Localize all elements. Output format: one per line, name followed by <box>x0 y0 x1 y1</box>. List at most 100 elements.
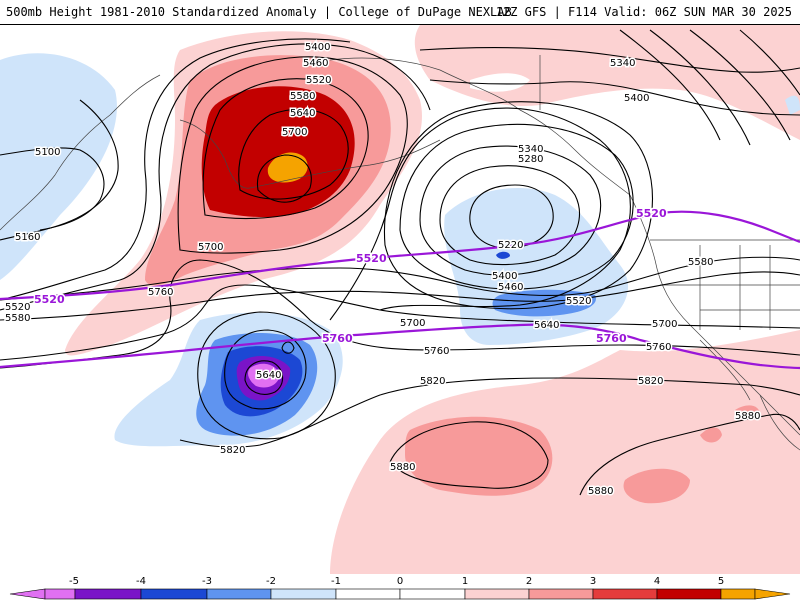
legend-colorbar <box>9 588 791 600</box>
contour-label: 5760 <box>148 287 173 298</box>
negative-anomaly-central-spot <box>496 251 510 259</box>
contour-label: 5640 <box>534 320 559 331</box>
contour-5580-zonal <box>0 271 800 321</box>
contour-5880-southeast <box>579 413 800 496</box>
alaska-coast <box>329 57 631 196</box>
mexico-coast <box>759 394 800 451</box>
positive-anomaly-arctic-hole <box>470 73 530 92</box>
legend-tick: 5 <box>718 576 724 587</box>
contour-label: 5820 <box>220 445 245 456</box>
contour-ridge-outer-2 <box>0 38 351 301</box>
positive-anomaly-core <box>267 152 308 183</box>
contour-label: 5880 <box>588 486 613 497</box>
contour-label: 5580 <box>688 257 713 268</box>
contour-5160 <box>0 99 119 241</box>
legend-swatch-pos4 <box>656 588 722 600</box>
legend-arrow-left <box>9 588 46 600</box>
contour-label: 5640 <box>256 370 281 381</box>
positive-anomaly-se-small2 <box>735 405 760 420</box>
contour-5700-low <box>224 329 307 410</box>
contour-label: 5220 <box>498 240 523 251</box>
legend-tick: -4 <box>136 576 146 587</box>
legend-ticks: -5 -4 -3 -2 -1 0 1 2 3 4 5 <box>69 576 724 587</box>
geography-lines <box>0 55 800 451</box>
purple-label: 5520 <box>34 293 65 306</box>
contour-east-rings <box>619 29 800 146</box>
contour-ridge-2 <box>202 78 369 220</box>
contour-ridge-1 <box>177 56 408 254</box>
contour-label: 5400 <box>624 93 649 104</box>
positive-anomaly-arctic <box>414 25 800 140</box>
kamchatka-coast <box>179 119 251 189</box>
contour-label: 5820 <box>420 376 445 387</box>
purple-label: 5520 <box>636 207 667 220</box>
contour-5460-trough <box>383 101 653 310</box>
aleutian-chain <box>249 139 441 189</box>
legend-swatch-neg5 <box>44 588 76 600</box>
contour-label: 5760 <box>646 342 671 353</box>
contour-label: 5880 <box>390 462 415 473</box>
legend-arrow-right <box>754 588 791 600</box>
contour-5880-south <box>389 421 549 489</box>
purple-contour-5520 <box>0 210 800 301</box>
negative-anomaly-sw-core <box>248 363 280 388</box>
purple-label: 5760 <box>596 332 627 345</box>
anomaly-map: 5400 5460 5520 5580 5640 5700 5100 5160 … <box>0 25 800 575</box>
contour-label: 5460 <box>498 282 523 293</box>
contour-low-inner <box>281 341 295 354</box>
contour-label: 5160 <box>15 232 40 243</box>
contour-label: 5700 <box>198 242 223 253</box>
map-title: 500mb Height 1981-2010 Standardized Anom… <box>6 5 512 19</box>
baja-coast <box>699 339 751 401</box>
legend-swatch-neg3 <box>140 588 208 600</box>
negative-anomaly-east-edge <box>785 95 800 115</box>
legend-swatch-zero-pos <box>399 588 466 600</box>
positive-anomaly-se-small <box>700 427 722 443</box>
contour-label: 5580 <box>5 313 30 324</box>
legend-tick: -5 <box>69 576 79 587</box>
contour-5820-zonal <box>179 377 800 448</box>
legend-swatch-pos3 <box>592 588 658 600</box>
anomaly-legend: -5 -4 -3 -2 -1 0 1 2 3 4 5 <box>0 574 800 600</box>
contour-5760-zonal <box>0 259 800 369</box>
legend-tick: 4 <box>654 576 660 587</box>
contour-label: 5460 <box>303 58 328 69</box>
legend-tick: 2 <box>526 576 532 587</box>
purple-contour-labels: 5520 5520 5520 5760 5760 <box>33 206 669 347</box>
contour-label: 5400 <box>492 271 517 282</box>
contour-5100 <box>0 147 105 231</box>
contour-label: 5280 <box>518 154 543 165</box>
contour-ridge-core <box>256 154 312 203</box>
contour-ridge-outer-1 <box>0 43 431 311</box>
legend-tick: 1 <box>462 576 468 587</box>
positive-anomaly-se-level2 <box>623 468 690 504</box>
purple-contours <box>0 210 800 370</box>
contour-label: 5340 <box>610 58 635 69</box>
positive-anomaly-south-level2 <box>405 416 553 496</box>
contour-5760-low <box>197 311 336 440</box>
legend-tick: -3 <box>202 576 212 587</box>
contour-label: 5700 <box>652 319 677 330</box>
legend-swatch-neg4 <box>74 588 142 600</box>
legend-tick: -2 <box>266 576 276 587</box>
black-contour-labels: 5400 5460 5520 5580 5640 5700 5100 5160 … <box>4 41 762 499</box>
contour-label: 5520 <box>306 75 331 86</box>
contour-label: 5700 <box>282 127 307 138</box>
contour-5220 <box>469 184 554 249</box>
positive-anomaly-east <box>330 330 800 575</box>
contour-trough-outer <box>329 107 631 321</box>
contour-ridge-3 <box>238 108 349 200</box>
contour-label: 5700 <box>400 318 425 329</box>
purple-label: 5520 <box>356 252 387 265</box>
contour-5520-zonal <box>0 256 800 301</box>
map-header: 500mb Height 1981-2010 Standardized Anom… <box>0 0 800 25</box>
contour-label: 5820 <box>638 376 663 387</box>
us-states <box>660 245 800 330</box>
negative-anomaly-west <box>0 53 117 280</box>
legend-swatch-pos2 <box>528 588 594 600</box>
legend-swatch-zero-neg <box>335 588 401 600</box>
contour-5340 <box>419 145 602 276</box>
contour-label: 5580 <box>290 91 315 102</box>
contour-label: 5640 <box>290 108 315 119</box>
legend-swatch-neg2 <box>206 588 272 600</box>
